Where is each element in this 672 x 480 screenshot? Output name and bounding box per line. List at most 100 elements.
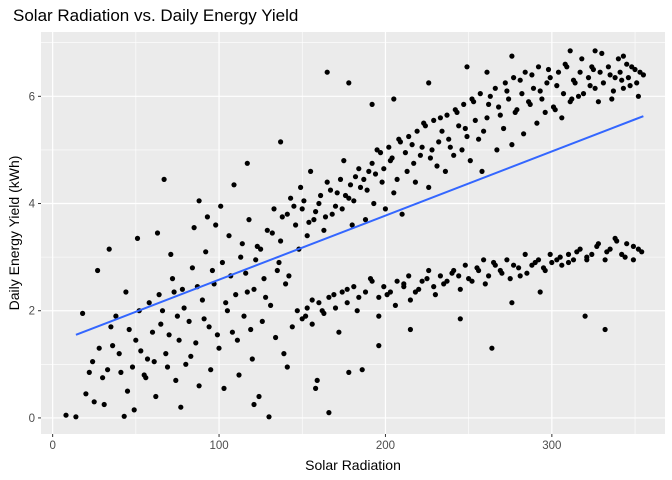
data-point xyxy=(90,359,96,365)
data-point xyxy=(494,147,500,153)
data-point xyxy=(527,101,533,107)
data-point xyxy=(369,101,375,107)
data-point xyxy=(600,80,607,86)
data-point xyxy=(196,383,202,389)
data-point xyxy=(356,294,362,300)
data-point xyxy=(138,348,144,354)
data-point xyxy=(564,64,570,70)
data-point xyxy=(271,206,277,212)
data-point xyxy=(484,115,490,121)
data-point xyxy=(407,326,413,333)
data-point xyxy=(108,324,114,330)
data-point xyxy=(592,85,598,91)
data-point xyxy=(273,334,279,341)
data-point xyxy=(516,265,522,271)
data-point xyxy=(216,345,222,351)
data-point xyxy=(481,257,487,263)
data-point xyxy=(274,267,280,274)
data-point xyxy=(131,407,137,413)
data-point xyxy=(554,83,560,89)
data-point xyxy=(522,251,528,257)
data-point xyxy=(617,69,623,75)
data-point xyxy=(171,289,177,295)
data-point xyxy=(63,412,69,418)
data-point xyxy=(630,243,637,249)
data-point xyxy=(504,257,510,263)
data-point xyxy=(283,281,289,287)
data-point xyxy=(313,209,319,215)
data-point xyxy=(559,115,565,121)
data-point xyxy=(318,192,324,199)
data-point xyxy=(304,305,310,311)
data-point xyxy=(357,184,364,190)
data-point xyxy=(219,259,225,266)
data-point xyxy=(293,222,299,228)
data-point xyxy=(243,270,249,276)
data-point xyxy=(530,85,537,91)
data-point xyxy=(419,144,425,150)
data-point xyxy=(456,273,462,279)
data-point xyxy=(354,308,360,314)
data-point xyxy=(572,80,578,86)
data-point xyxy=(534,120,540,126)
data-point xyxy=(406,273,412,279)
data-point xyxy=(482,281,488,287)
data-point xyxy=(168,251,174,257)
data-point xyxy=(156,292,162,298)
data-point xyxy=(246,217,252,223)
data-point xyxy=(434,163,440,169)
data-point xyxy=(251,401,257,408)
data-point xyxy=(612,75,618,81)
data-point xyxy=(244,289,250,295)
data-point xyxy=(183,361,189,367)
data-point xyxy=(461,101,467,107)
data-point xyxy=(501,125,507,132)
data-point xyxy=(575,93,582,99)
data-point xyxy=(116,351,122,357)
data-point xyxy=(584,257,590,263)
data-point xyxy=(299,316,305,322)
data-point xyxy=(299,206,305,212)
data-point xyxy=(404,168,410,174)
data-point xyxy=(459,147,465,153)
data-point xyxy=(346,369,352,375)
data-point xyxy=(569,96,575,102)
data-point xyxy=(637,69,643,75)
data-point xyxy=(105,367,111,373)
data-point xyxy=(537,289,543,295)
data-point xyxy=(412,289,418,295)
data-point xyxy=(174,313,180,319)
data-point xyxy=(334,190,340,196)
data-point xyxy=(173,377,179,383)
data-point xyxy=(326,410,332,416)
data-point xyxy=(362,217,369,223)
data-point xyxy=(253,257,259,263)
data-point xyxy=(552,107,558,113)
data-point xyxy=(154,230,161,236)
data-point xyxy=(101,401,107,408)
data-point xyxy=(371,200,377,207)
data-point xyxy=(486,273,492,279)
data-point xyxy=(143,375,149,381)
data-point xyxy=(329,211,335,217)
data-point xyxy=(477,91,483,97)
data-point xyxy=(492,262,498,268)
data-point xyxy=(429,147,435,153)
data-point xyxy=(426,184,432,190)
data-point xyxy=(539,96,545,102)
data-point xyxy=(535,257,542,263)
data-point xyxy=(544,80,550,86)
data-point xyxy=(391,190,397,196)
data-point xyxy=(529,262,535,268)
data-point xyxy=(133,337,139,343)
data-point xyxy=(106,246,112,252)
data-point xyxy=(321,227,327,233)
plot-panel xyxy=(41,32,665,434)
data-point xyxy=(599,50,605,57)
data-point xyxy=(369,278,375,284)
data-point xyxy=(226,233,232,239)
data-point xyxy=(364,187,370,193)
data-point xyxy=(389,155,395,161)
data-point xyxy=(221,385,227,391)
data-point xyxy=(208,367,214,373)
